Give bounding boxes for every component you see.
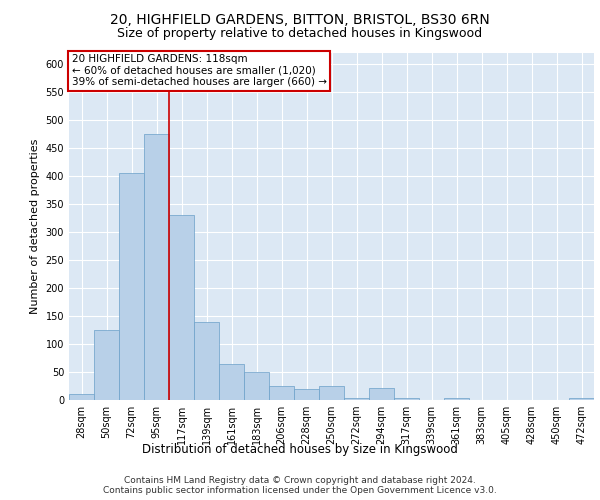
Bar [569,398,594,400]
Bar [169,215,194,400]
Bar [244,372,269,400]
Bar [444,398,469,400]
Bar [144,134,169,400]
Bar [344,398,369,400]
Text: Distribution of detached houses by size in Kingswood: Distribution of detached houses by size … [142,442,458,456]
Text: 20, HIGHFIELD GARDENS, BITTON, BRISTOL, BS30 6RN: 20, HIGHFIELD GARDENS, BITTON, BRISTOL, … [110,12,490,26]
Text: 20 HIGHFIELD GARDENS: 118sqm
← 60% of detached houses are smaller (1,020)
39% of: 20 HIGHFIELD GARDENS: 118sqm ← 60% of de… [71,54,326,88]
Bar [319,386,344,400]
Text: Size of property relative to detached houses in Kingswood: Size of property relative to detached ho… [118,28,482,40]
Bar [219,364,244,400]
Bar [194,322,219,400]
Bar [369,388,394,400]
Bar [394,398,419,400]
Text: Contains HM Land Registry data © Crown copyright and database right 2024.
Contai: Contains HM Land Registry data © Crown c… [103,476,497,495]
Bar [269,386,294,400]
Bar [69,394,94,400]
Bar [94,330,119,400]
Bar [294,389,319,400]
Bar [119,173,144,400]
Y-axis label: Number of detached properties: Number of detached properties [30,138,40,314]
